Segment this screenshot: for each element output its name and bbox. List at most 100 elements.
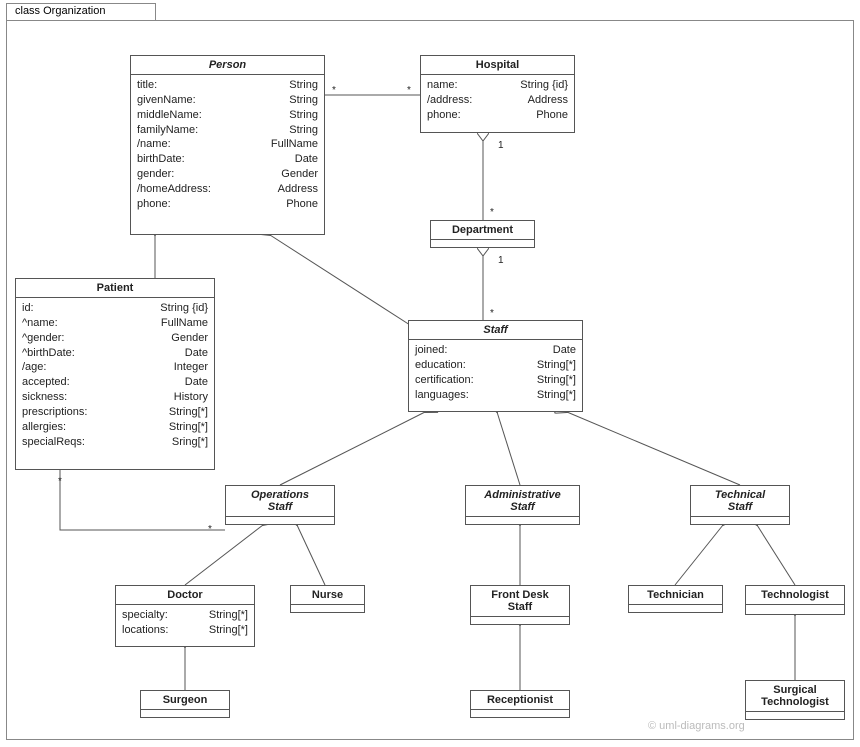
attr-name: ^birthDate: xyxy=(22,346,85,361)
attr-row: /name: FullName xyxy=(137,137,318,152)
attr-name: givenName: xyxy=(137,93,206,108)
attr-row: /age: Integer xyxy=(22,360,208,375)
attr-row: phone:Phone xyxy=(137,197,318,212)
attr-type: String xyxy=(289,123,318,138)
attr-type: String[*] xyxy=(209,608,248,623)
attr-type: String[*] xyxy=(169,405,208,420)
attr-type: String xyxy=(289,93,318,108)
attr-name: education: xyxy=(415,358,476,373)
attr-name: title: xyxy=(137,78,167,93)
class-technician: Technician xyxy=(628,585,723,613)
class-title: Front DeskStaff xyxy=(471,586,569,617)
attr-type: String[*] xyxy=(169,420,208,435)
attr-name: familyName: xyxy=(137,123,208,138)
attr-name: ^name: xyxy=(22,316,68,331)
frame-label: class Organization xyxy=(15,5,106,17)
uml-diagram: class Organization xyxy=(0,0,860,747)
attr-name: joined: xyxy=(415,343,457,358)
attr-name: /name: xyxy=(137,137,181,152)
attr-row: id: String {id} xyxy=(22,301,208,316)
attr-row: locations:String[*] xyxy=(122,623,248,638)
attr-type: Phone xyxy=(536,108,568,123)
class-title: Staff xyxy=(409,321,582,340)
attr-type: Date xyxy=(185,346,208,361)
attr-row: title: String xyxy=(137,78,318,93)
watermark: © uml-diagrams.org xyxy=(648,720,745,732)
attr-row: accepted: Date xyxy=(22,375,208,390)
attr-type: String[*] xyxy=(537,373,576,388)
class-title: AdministrativeStaff xyxy=(466,486,579,517)
attr-type: String {id} xyxy=(520,78,568,93)
attr-name: middleName: xyxy=(137,108,212,123)
class-attrs: name: String {id}/address:Addressphone: Ph… xyxy=(421,75,574,126)
class-title: Person xyxy=(131,56,324,75)
attr-row: givenName: String xyxy=(137,93,318,108)
attr-name: phone: xyxy=(427,108,471,123)
class-admin_staff: AdministrativeStaff xyxy=(465,485,580,525)
attr-row: ^birthDate: Date xyxy=(22,346,208,361)
attr-row: name: String {id} xyxy=(427,78,568,93)
attr-row: certification: String[*] xyxy=(415,373,576,388)
attr-name: prescriptions: xyxy=(22,405,97,420)
attr-row: ^gender: Gender xyxy=(22,331,208,346)
attr-row: joined: Date xyxy=(415,343,576,358)
attr-type: Integer xyxy=(174,360,208,375)
class-title: Surgeon xyxy=(141,691,229,710)
attr-type: FullName xyxy=(271,137,318,152)
attr-type: String {id} xyxy=(160,301,208,316)
frame-tab: class Organization xyxy=(6,3,156,21)
class-hospital: Hospital name: String {id}/address:Address… xyxy=(420,55,575,133)
attr-row: education: String[*] xyxy=(415,358,576,373)
multiplicity-label: * xyxy=(490,207,494,218)
attr-name: sickness: xyxy=(22,390,77,405)
attr-name: /address: xyxy=(427,93,482,108)
attr-name: /age: xyxy=(22,360,56,375)
class-receptionist: Receptionist xyxy=(470,690,570,718)
class-tech_staff: TechnicalStaff xyxy=(690,485,790,525)
class-title: Hospital xyxy=(421,56,574,75)
attr-type: Date xyxy=(553,343,576,358)
attr-name: allergies: xyxy=(22,420,76,435)
class-nurse: Nurse xyxy=(290,585,365,613)
class-surg_tech: SurgicalTechnologist xyxy=(745,680,845,720)
class-doctor: Doctor specialty: String[*]locations:Strin… xyxy=(115,585,255,647)
attr-type: String[*] xyxy=(537,388,576,403)
multiplicity-label: * xyxy=(58,476,62,487)
class-title: Technologist xyxy=(746,586,844,605)
attr-row: specialty: String[*] xyxy=(122,608,248,623)
class-title: Doctor xyxy=(116,586,254,605)
attr-row: /address:Address xyxy=(427,93,568,108)
class-title: TechnicalStaff xyxy=(691,486,789,517)
class-technologist: Technologist xyxy=(745,585,845,615)
multiplicity-label: * xyxy=(208,524,212,535)
multiplicity-label: 1 xyxy=(498,255,504,266)
attr-type: Address xyxy=(278,182,318,197)
attr-row: prescriptions: String[*] xyxy=(22,405,208,420)
attr-name: name: xyxy=(427,78,468,93)
attr-name: id: xyxy=(22,301,44,316)
class-staff: Staffjoined:Dateeducation:String[*]certi… xyxy=(408,320,583,412)
attr-name: ^gender: xyxy=(22,331,74,346)
attr-type: String xyxy=(289,78,318,93)
attr-type: Gender xyxy=(171,331,208,346)
class-title: Patient xyxy=(16,279,214,298)
attr-type: Gender xyxy=(281,167,318,182)
attr-name: languages: xyxy=(415,388,479,403)
attr-name: accepted: xyxy=(22,375,80,390)
attr-type: String[*] xyxy=(537,358,576,373)
multiplicity-label: * xyxy=(490,308,494,319)
class-attrs: specialty: String[*]locations:String[*] xyxy=(116,605,254,641)
attr-row: birthDate:Date xyxy=(137,152,318,167)
class-patient: Patientid:String {id}^name:FullName^gend… xyxy=(15,278,215,470)
attr-type: Sring[*] xyxy=(172,435,208,450)
class-surgeon: Surgeon xyxy=(140,690,230,718)
attr-name: certification: xyxy=(415,373,484,388)
attr-row: middleName:String xyxy=(137,108,318,123)
attr-name: specialty: xyxy=(122,608,178,623)
attr-name: phone: xyxy=(137,197,181,212)
class-title: Nurse xyxy=(291,586,364,605)
class-attrs: id: String {id} ^name: FullName ^gender: Gend… xyxy=(16,298,214,452)
attr-type: FullName xyxy=(161,316,208,331)
attr-row: gender:Gender xyxy=(137,167,318,182)
attr-type: Date xyxy=(185,375,208,390)
